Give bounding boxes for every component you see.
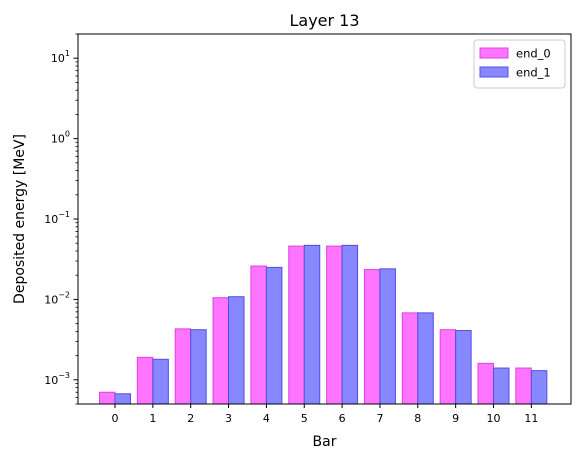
bar-end_1-5 [303,244,321,405]
bar-end_1-2 [190,329,207,405]
y-axis-label: Deposited energy [MeV] [12,134,28,304]
bar-end_0-5 [288,245,305,405]
legend: end_0 end_1 [473,39,566,89]
bar-end_0-7 [363,269,381,405]
bar-end_0-10 [477,362,494,405]
x-tick-label: 8 [414,412,421,425]
x-tick-label: 4 [263,412,270,425]
bar-end_0-11 [515,367,532,405]
y-tick-label: 10−1 [44,210,70,226]
x-tick-label: 9 [452,412,459,425]
bar-end_1-10 [493,367,510,405]
y-tick-label: 101 [51,49,70,65]
bar-end_1-3 [228,296,245,405]
x-tick-label: 0 [112,412,119,425]
bar-end_1-1 [152,358,169,405]
x-tick-label: 10 [487,412,501,425]
bar-end_0-0 [99,391,116,405]
bar-end_1-8 [417,312,434,405]
bar-end_1-4 [265,266,283,405]
bar-end_1-6 [341,244,359,405]
legend-label-end_0: end_0 [516,47,551,61]
x-tick-label: 11 [524,412,538,425]
y-axis-ticks: 10−3 10−2 10−1 100 101 [44,33,78,405]
bar-end_0-2 [174,328,192,405]
plot-frame [77,33,572,405]
bar-end_0-4 [250,265,267,405]
y-tick-label: 100 [51,130,70,146]
bar-end_0-9 [439,329,457,405]
bar-end_1-9 [455,330,472,405]
bar-end_1-11 [530,370,548,405]
x-axis-ticks: 0 1 2 3 4 5 6 7 8 9 10 11 [112,404,538,425]
legend-label-end_1: end_1 [516,66,551,80]
legend-swatch-end_0 [479,47,509,59]
x-tick-label: 7 [376,412,383,425]
bar-end_0-8 [401,312,419,405]
bars-group [99,244,548,405]
y-tick-label: 10−2 [44,290,70,306]
bar-end_1-0 [114,393,131,405]
bar-end_0-6 [326,245,343,405]
legend-swatch-end_1 [479,66,509,78]
x-tick-label: 3 [225,412,232,425]
x-tick-label: 5 [301,412,308,425]
bar-end_0-1 [136,356,154,405]
x-tick-label: 6 [339,412,346,425]
x-axis-label: Bar [313,434,337,450]
y-tick-label: 10−3 [44,371,70,387]
bar-end_0-3 [212,297,230,405]
chart-title: Layer 13 [289,11,359,30]
x-tick-label: 2 [187,412,194,425]
bar-end_1-7 [379,268,396,405]
x-tick-label: 1 [149,412,156,425]
